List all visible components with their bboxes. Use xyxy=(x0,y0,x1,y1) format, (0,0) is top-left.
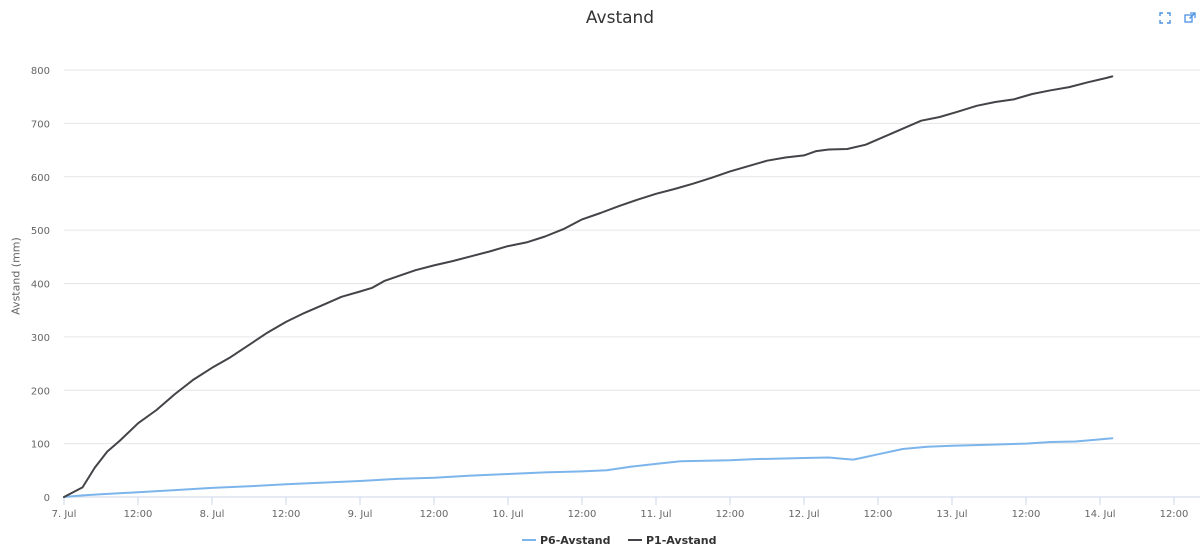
external-link-icon[interactable] xyxy=(1184,12,1196,24)
y-axis-label: Avstand (mm) xyxy=(9,237,23,315)
y-tick-label: 300 xyxy=(31,333,50,344)
series-lines xyxy=(63,75,1114,498)
x-tick-label: 13. Jul xyxy=(936,509,967,520)
y-axis-ticks: 0 100 200 300 400 500 600 700 800 xyxy=(31,66,50,504)
legend-item-p6-avstand[interactable]: P6-Avstand xyxy=(522,534,611,547)
x-tick-label: 8. Jul xyxy=(200,509,225,520)
x-tick-label: 11. Jul xyxy=(640,509,671,520)
series-line-p1-avstand[interactable] xyxy=(63,75,1114,498)
x-tick-label: 12:00 xyxy=(1160,509,1189,520)
x-tick-label: 12:00 xyxy=(420,509,449,520)
y-tick-label: 100 xyxy=(31,440,50,451)
legend-item-p1-avstand[interactable]: P1-Avstand xyxy=(628,534,717,547)
x-tick-label: 12:00 xyxy=(124,509,153,520)
series-line-p6-avstand[interactable] xyxy=(63,437,1114,498)
x-tick-label: 10. Jul xyxy=(492,509,523,520)
fullscreen-icon[interactable] xyxy=(1159,12,1171,24)
x-tick-label: 12:00 xyxy=(1012,509,1041,520)
y-tick-label: 0 xyxy=(44,493,50,504)
y-tick-label: 500 xyxy=(31,226,50,237)
x-tick-label: 7. Jul xyxy=(52,509,77,520)
x-tick-label: 12:00 xyxy=(272,509,301,520)
x-axis: 7. Jul 12:00 8. Jul 12:00 9. Jul 12:00 10. Jul… xyxy=(52,496,1200,520)
y-tick-label: 800 xyxy=(31,66,50,77)
y-tick-label: 700 xyxy=(31,119,50,130)
x-tick-label: 12. Jul xyxy=(788,509,819,520)
chart-title: Avstand xyxy=(585,8,655,28)
x-tick-label: 12:00 xyxy=(864,509,893,520)
legend-label: P6-Avstand xyxy=(540,534,611,547)
y-tick-label: 200 xyxy=(31,386,50,397)
grid-lines xyxy=(64,69,1200,445)
x-tick-label: 12:00 xyxy=(568,509,597,520)
legend-label: P1-Avstand xyxy=(646,534,717,547)
y-tick-label: 400 xyxy=(31,280,50,291)
legend[interactable]: P6-Avstand P1-Avstand xyxy=(522,534,717,547)
y-tick-label: 600 xyxy=(31,173,50,184)
x-tick-label: 9. Jul xyxy=(348,509,373,520)
x-tick-label: 12:00 xyxy=(716,509,745,520)
x-tick-label: 14. Jul xyxy=(1084,509,1115,520)
